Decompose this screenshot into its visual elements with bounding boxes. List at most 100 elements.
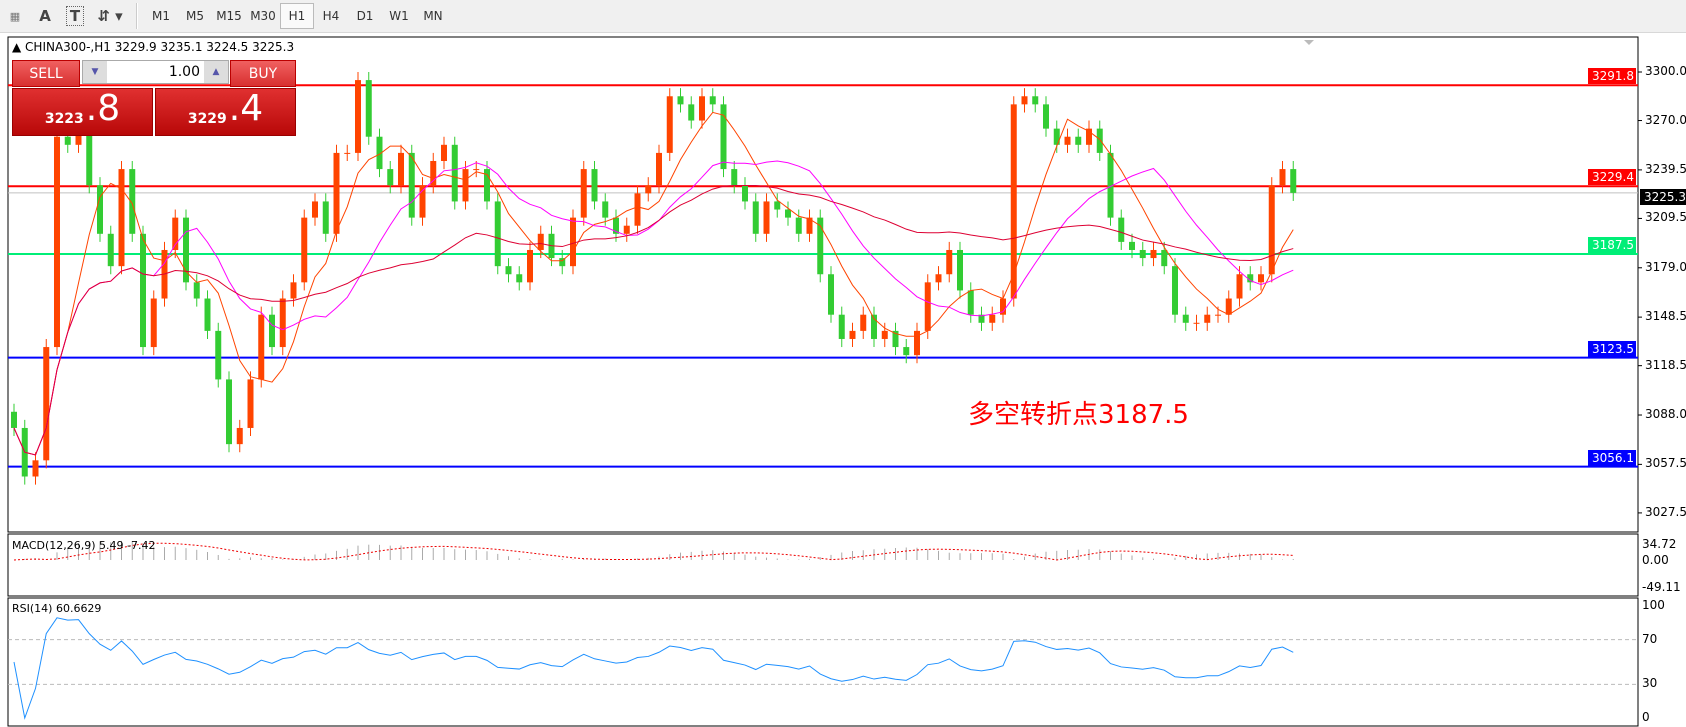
candle-body xyxy=(204,298,211,331)
sell-button[interactable]: SELL xyxy=(12,60,80,87)
candle-body xyxy=(1075,136,1082,145)
candle-body xyxy=(193,282,200,299)
candle-body xyxy=(451,144,458,202)
candle-body xyxy=(860,314,867,331)
candle-body xyxy=(720,104,727,170)
candle-body xyxy=(322,201,329,234)
lot-increase-button[interactable]: ▲ xyxy=(204,61,228,83)
price-tick-label: 3270.0 xyxy=(1645,112,1686,127)
rsi-line xyxy=(13,617,1294,720)
macd-scale-label: -49.11 xyxy=(1642,580,1681,594)
timeframe-mn[interactable]: MN xyxy=(423,9,443,23)
candle-body xyxy=(64,136,71,145)
candle-body xyxy=(1236,274,1243,299)
ask-main: 3229 xyxy=(187,111,227,127)
candle-body xyxy=(892,330,899,348)
price-tick-label: 3209.5 xyxy=(1645,210,1686,225)
candle-body xyxy=(344,152,351,154)
candle-body xyxy=(946,249,953,275)
bid-price-button[interactable]: 3223.8 xyxy=(12,88,153,136)
macd-label: MACD(12,26,9) 5.49 -7.42 xyxy=(12,539,156,552)
collapse-triangle-icon[interactable]: ▲ xyxy=(12,40,26,54)
candle-body xyxy=(645,185,652,194)
candle-body xyxy=(97,185,103,234)
candle-body xyxy=(43,347,50,461)
candle-body xyxy=(871,314,877,339)
candle-body xyxy=(1161,249,1168,267)
candle-body xyxy=(365,80,372,137)
ask-frac: .4 xyxy=(228,88,264,129)
candle-body xyxy=(1064,136,1071,145)
candle-body xyxy=(473,169,480,171)
lot-input[interactable]: 1.00 xyxy=(168,64,200,80)
candle-body xyxy=(688,104,695,121)
candle-body xyxy=(516,274,523,283)
candle-body xyxy=(1021,96,1028,105)
text-label-icon[interactable]: T xyxy=(60,2,90,30)
timeframe-bar: M1 M5 M15 M30 H1 H4 D1 W1 MN xyxy=(144,3,450,29)
candle-body xyxy=(430,160,437,186)
text-icon[interactable]: A xyxy=(39,7,51,25)
candle-body xyxy=(1107,152,1114,218)
candle-body xyxy=(613,217,619,234)
timeframe-m5[interactable]: M5 xyxy=(186,9,204,23)
candle-body xyxy=(1118,217,1125,242)
price-tick-label: 3300.0 xyxy=(1645,64,1686,78)
candle-body xyxy=(838,314,845,339)
candle-body xyxy=(763,201,770,234)
candle-body xyxy=(742,185,748,202)
candle-body xyxy=(527,249,533,283)
lot-stepper[interactable]: ▼ 1.00 ▲ xyxy=(82,60,229,84)
candle-body xyxy=(226,379,232,445)
price-tick-label: 3239.5 xyxy=(1645,161,1686,176)
candle-body xyxy=(774,201,781,210)
candle-body xyxy=(914,330,920,356)
annotation-text: 多空转折点3187.5 xyxy=(968,400,1189,430)
macd-panel xyxy=(7,533,1639,597)
candle-body xyxy=(1150,249,1157,259)
timeframe-m30[interactable]: M30 xyxy=(250,9,276,23)
timeframe-m15[interactable]: M15 xyxy=(216,9,242,23)
macd-scale-label: 0.00 xyxy=(1642,553,1669,567)
candle-body xyxy=(172,217,179,250)
candle-body xyxy=(494,201,501,267)
arrows-icon[interactable]: ⇵ ▾ xyxy=(97,7,123,25)
timeframe-h1[interactable]: H1 xyxy=(280,3,314,29)
price-tick-label: 3088.0 xyxy=(1645,407,1686,422)
level-label: 3123.5 xyxy=(1588,340,1636,357)
timeframe-m1[interactable]: M1 xyxy=(152,9,170,23)
candle-body xyxy=(258,314,265,380)
candle-body xyxy=(881,330,888,339)
price-tick-label: 3057.5 xyxy=(1645,456,1686,471)
ask-price-button[interactable]: 3229.4 xyxy=(155,88,296,136)
timeframe-h4[interactable]: H4 xyxy=(322,9,340,23)
candle-body xyxy=(398,152,404,186)
candle-body xyxy=(1043,104,1049,129)
lot-decrease-button[interactable]: ▼ xyxy=(83,61,107,83)
candle-body xyxy=(828,274,834,315)
candle-body xyxy=(570,217,576,267)
candle-body xyxy=(924,282,931,331)
bid-frac: .8 xyxy=(85,88,121,129)
candle-body xyxy=(236,427,243,445)
grid-icon[interactable]: ▦ xyxy=(9,9,21,23)
candle-body xyxy=(1032,96,1039,105)
macd-signal-line xyxy=(13,542,1294,561)
candle-body xyxy=(978,314,985,323)
candle-body xyxy=(1172,266,1178,315)
candle-body xyxy=(376,136,383,170)
candle-body xyxy=(1268,185,1275,275)
ma-fast-line xyxy=(13,111,1294,456)
timeframe-d1[interactable]: D1 xyxy=(356,9,374,23)
candle-body xyxy=(1139,249,1146,259)
level-label: 3187.5 xyxy=(1588,237,1636,254)
price-tick-label: 3179.0 xyxy=(1645,259,1686,274)
candle-body xyxy=(408,152,415,218)
candle-body xyxy=(75,133,82,145)
timeframe-w1[interactable]: W1 xyxy=(389,9,409,23)
candle-body xyxy=(1215,314,1221,316)
main-panel xyxy=(7,36,1639,533)
buy-button[interactable]: BUY xyxy=(230,60,296,87)
candle-body xyxy=(118,169,125,267)
